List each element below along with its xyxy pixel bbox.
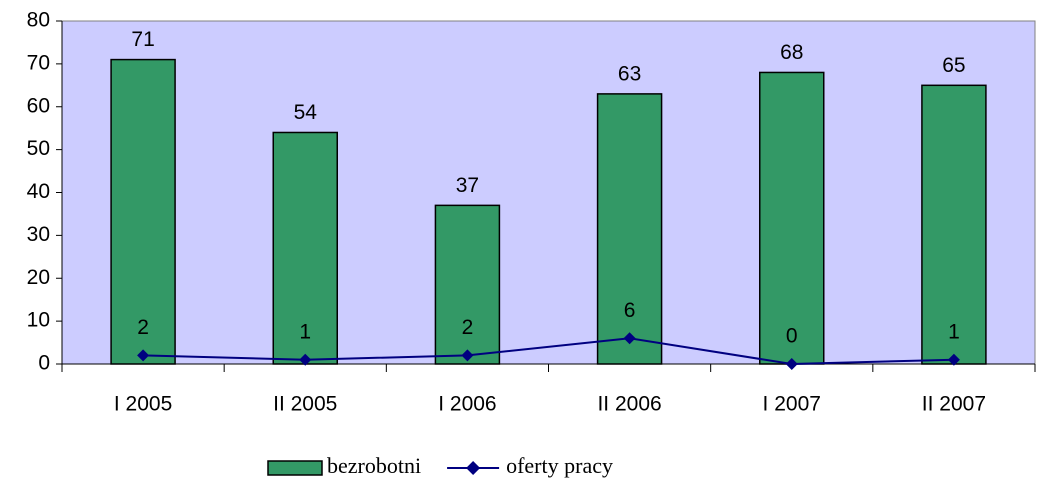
bar — [110, 58, 176, 365]
bar — [921, 84, 987, 365]
line-marker — [785, 358, 798, 370]
x-tick-label: II 2007 — [922, 393, 986, 416]
bar — [759, 71, 825, 365]
y-tick-label: 20 — [27, 266, 50, 289]
y-tick-label: 40 — [27, 180, 50, 203]
line-marker — [299, 353, 312, 366]
x-tick-label: II 2005 — [273, 393, 337, 416]
x-tick-label: I 2005 — [114, 393, 172, 416]
line-value-label: 1 — [299, 320, 311, 343]
bar — [434, 204, 501, 365]
line — [143, 337, 954, 366]
line-value-label: 0 — [786, 325, 798, 348]
legend-item: oferty pracy — [447, 453, 613, 478]
y-tick-label: 80 — [27, 9, 50, 32]
x-tick-label: II 2006 — [597, 393, 661, 416]
legend-marker — [466, 461, 481, 475]
bar-value-label: 54 — [294, 101, 318, 124]
y-tick-label: 0 — [38, 352, 50, 375]
line-marker — [461, 349, 474, 362]
legend-label: bezrobotni — [327, 453, 421, 478]
line-marker — [137, 349, 150, 362]
plot-area — [61, 20, 1036, 365]
line-value-label: 2 — [462, 316, 474, 339]
line-value-label: 6 — [624, 299, 636, 322]
bar — [596, 93, 663, 365]
legend-swatch — [267, 460, 323, 476]
legend-label: oferty pracy — [506, 453, 613, 478]
legend-item: bezrobotni — [267, 453, 421, 478]
y-tick-label: 30 — [27, 223, 50, 246]
x-tick-label: I 2006 — [438, 393, 496, 416]
bar-value-label: 65 — [942, 54, 965, 77]
bar-value-label: 68 — [780, 41, 803, 64]
bar-value-label: 71 — [131, 28, 154, 51]
bar-value-label: 63 — [618, 62, 641, 85]
y-tick-label: 60 — [27, 94, 50, 117]
line-marker — [623, 332, 636, 345]
y-tick-label: 10 — [27, 309, 50, 332]
bar — [272, 131, 338, 365]
line-value-label: 2 — [137, 316, 149, 339]
line-marker — [947, 353, 960, 366]
line-value-label: 1 — [948, 320, 960, 343]
y-tick-label: 50 — [27, 137, 50, 160]
bar-value-label: 37 — [456, 174, 479, 197]
y-tick-label: 70 — [27, 51, 50, 74]
x-tick-label: I 2007 — [763, 393, 821, 416]
